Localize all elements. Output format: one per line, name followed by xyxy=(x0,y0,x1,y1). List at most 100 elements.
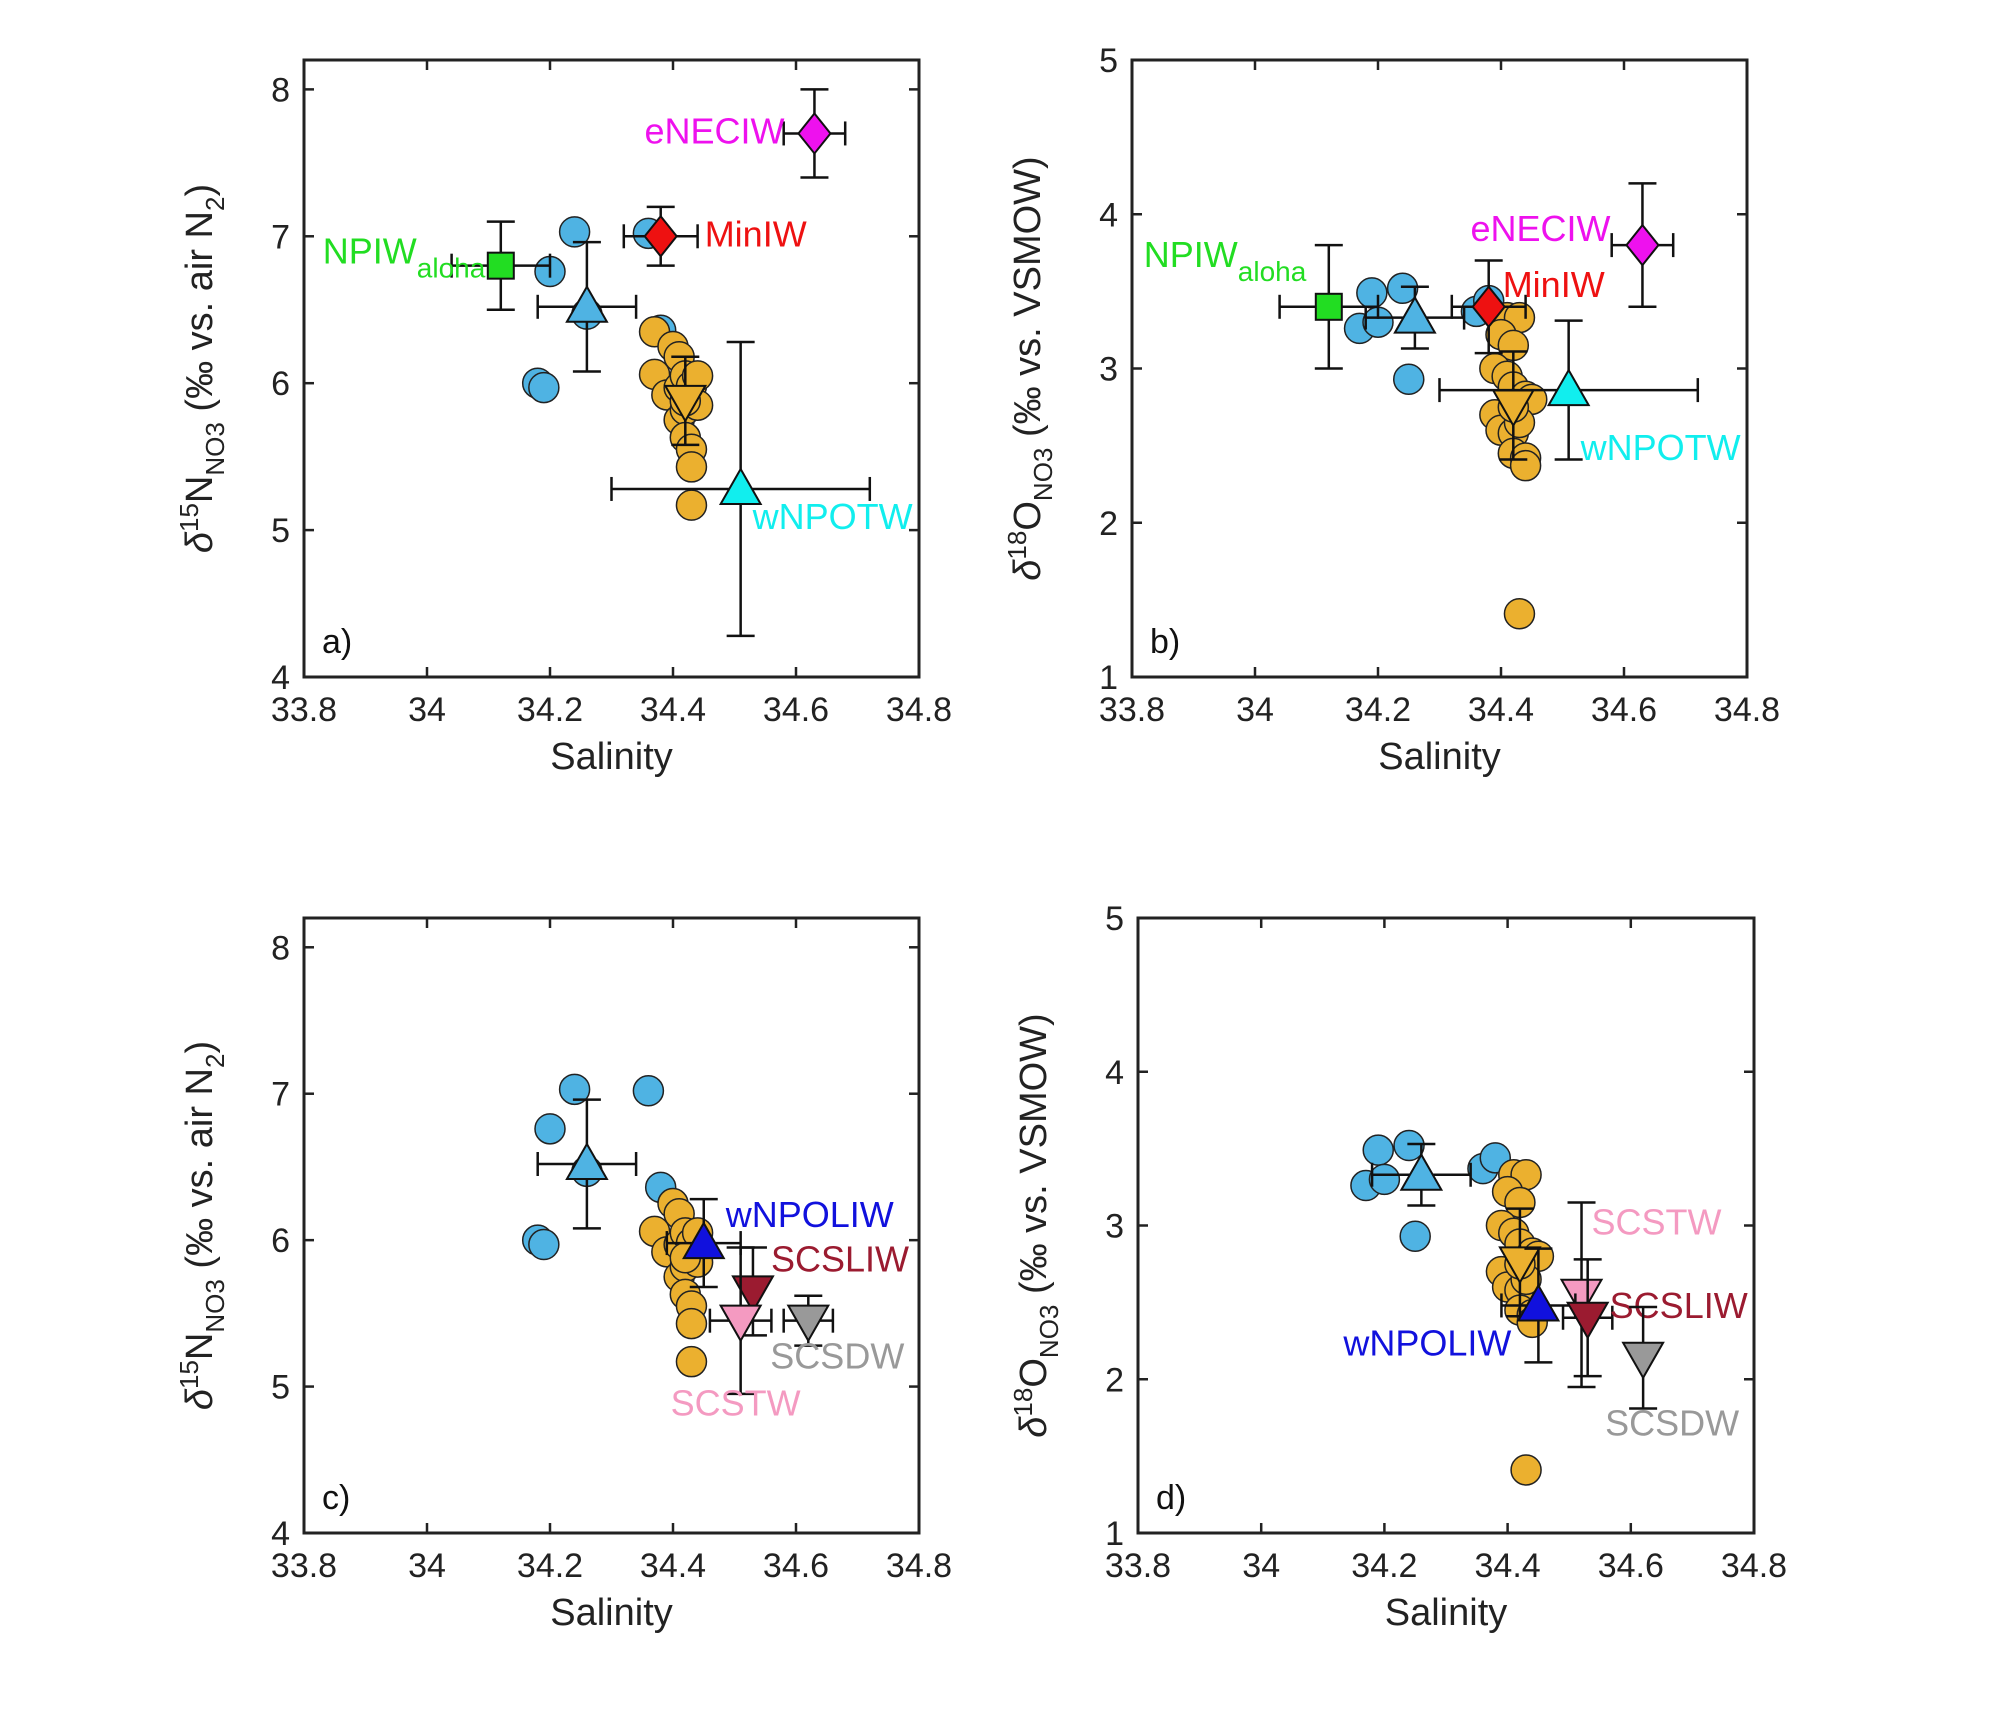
triangle-up-marker xyxy=(1393,295,1437,334)
station-point xyxy=(558,1073,591,1106)
panel-label: d) xyxy=(1156,1479,1186,1517)
x-tick-label: 33.8 xyxy=(1099,691,1165,729)
y-label-part: O xyxy=(1007,501,1049,531)
y-tick-label: 6 xyxy=(271,1222,290,1260)
endmember-MinIW: MinIW xyxy=(1450,259,1605,355)
label-text: SCSDW xyxy=(770,1336,904,1377)
endmember-label: SCSLIW xyxy=(771,1238,909,1279)
triangle-down-marker xyxy=(731,1275,775,1314)
x-tick-label: 33.8 xyxy=(271,691,337,729)
endmember-label: NPIWaloha xyxy=(323,231,486,284)
label-text: eNECIW xyxy=(644,110,784,151)
endmember-SCSDW: SCSDW xyxy=(770,1294,904,1377)
panel-label: c) xyxy=(322,1479,350,1517)
x-tick-label: 34 xyxy=(1236,691,1274,729)
endmember-triangle-up xyxy=(536,240,638,373)
cluster-point xyxy=(675,451,708,483)
y-label-part: NO3 xyxy=(200,422,230,475)
x-tick-label: 34.4 xyxy=(1475,1547,1541,1585)
endmember-SCSTW: SCSTW xyxy=(1559,1201,1722,1389)
endmember-NPIW: NPIWaloha xyxy=(1144,234,1380,370)
y-tick-label: 5 xyxy=(1105,900,1124,938)
endmember-label: SCSDW xyxy=(1605,1403,1739,1444)
x-tick-label: 34.4 xyxy=(640,1547,706,1585)
x-tick-label: 34.2 xyxy=(517,691,583,729)
y-label-part: δ xyxy=(1007,559,1049,581)
label-text: MinIW xyxy=(1503,264,1605,305)
panel-c: 33.8 34 34.2 34.4 34.6 34.8 4 5 6 7 8 Salinity δ15NN… xyxy=(174,916,952,1634)
y-label-part: δ xyxy=(179,1388,221,1410)
triangle-up-marker xyxy=(565,284,609,323)
y-label-part: 18 xyxy=(1008,1388,1038,1417)
y-label-part: 2 xyxy=(200,1054,230,1068)
cluster-point xyxy=(1509,449,1542,482)
y-axis-label: δ18ONO3 (‰ vs. VSMOW) xyxy=(1008,1013,1064,1437)
endmember-label: SCSDW xyxy=(770,1336,904,1377)
cluster-point xyxy=(675,1307,708,1340)
triangle-up-marker xyxy=(1516,1283,1561,1322)
y-label-part: NO3 xyxy=(1028,448,1058,501)
y-label-part: δ xyxy=(179,531,221,553)
y-tick-label: 1 xyxy=(1105,1515,1124,1553)
panel-b: 33.8 34 34.2 34.4 34.6 34.812345Salinityδ18ON… xyxy=(1002,42,1780,778)
label-text: NPIW xyxy=(1144,234,1238,275)
x-axis-label: Salinity xyxy=(550,1592,673,1634)
endmember-label: eNECIW xyxy=(644,110,784,151)
triangle-down-marker xyxy=(1621,1341,1665,1380)
station-point xyxy=(1393,363,1425,396)
diamond-marker xyxy=(643,214,678,258)
endmember-MinIW: MinIW xyxy=(622,205,807,267)
label-text: wNPOLIW xyxy=(725,1194,894,1235)
x-tick-label: 34.4 xyxy=(640,691,706,729)
endmember-label: MinIW xyxy=(705,213,807,254)
triangle-down-marker xyxy=(1565,1301,1610,1340)
y-label-part: 18 xyxy=(1002,531,1032,560)
endmember-label: NPIWaloha xyxy=(1144,234,1307,287)
square-marker xyxy=(486,251,515,280)
x-tick-label: 34.4 xyxy=(1468,691,1534,729)
x-tick-label: 34 xyxy=(408,1547,446,1585)
label-text: SCSTW xyxy=(1592,1202,1722,1243)
station-point xyxy=(1386,272,1419,305)
y-axis-label: δ15NNO3 (‰ vs. air N2) xyxy=(174,184,230,553)
endmember-wNPOTW: wNPOTW xyxy=(610,340,913,638)
y-label-part: 15 xyxy=(174,1360,204,1389)
triangle-up-marker xyxy=(718,466,763,505)
station-point xyxy=(1356,277,1388,309)
endmember-label: SCSTW xyxy=(1592,1202,1722,1243)
station-point xyxy=(1399,1220,1431,1253)
y-label-part: 2 xyxy=(200,197,230,211)
y-tick-label: 8 xyxy=(271,71,290,109)
y-tick-label: 7 xyxy=(271,218,290,256)
endmember-label: wNPOLIW xyxy=(1342,1322,1511,1363)
axes-frame xyxy=(1130,58,1749,679)
label-text: wNPOLIW xyxy=(1342,1322,1511,1363)
triangle-down-marker xyxy=(718,1304,763,1343)
station-point xyxy=(632,1075,665,1107)
axes-frame xyxy=(1136,916,1756,1535)
triangle-up-marker xyxy=(1546,368,1591,407)
cluster-point xyxy=(1503,598,1536,630)
y-tick-label: 4 xyxy=(271,1515,290,1553)
station-point xyxy=(528,1228,560,1261)
x-tick-label: 33.8 xyxy=(1105,1547,1171,1585)
panel-a: 33.8 34 34.2 34.4 34.6 34.845678Salinityδ15NN… xyxy=(174,58,952,778)
station-point xyxy=(558,216,591,248)
triangle-up-marker xyxy=(682,1221,726,1260)
label-subscript: aloha xyxy=(417,253,486,284)
diamond-marker xyxy=(797,111,832,156)
endmember-SCSDW: SCSDW xyxy=(1605,1305,1739,1444)
x-tick-label: 34.8 xyxy=(886,691,952,729)
y-label-part: (‰ vs. air N xyxy=(179,1068,221,1279)
label-text: MinIW xyxy=(705,213,807,254)
x-tick-label: 34 xyxy=(1242,1547,1280,1585)
triangle-up-marker xyxy=(1399,1152,1444,1191)
endmember-NPIW: NPIWaloha xyxy=(323,220,552,311)
square-marker xyxy=(1314,292,1343,321)
label-text: SCSLIW xyxy=(771,1238,909,1279)
diamond-marker xyxy=(1625,223,1660,267)
endmember-triangle-up xyxy=(1364,285,1466,350)
y-axis-label: δ18ONO3 (‰ vs. VSMOW) xyxy=(1002,156,1058,580)
axes-frame xyxy=(302,58,921,679)
